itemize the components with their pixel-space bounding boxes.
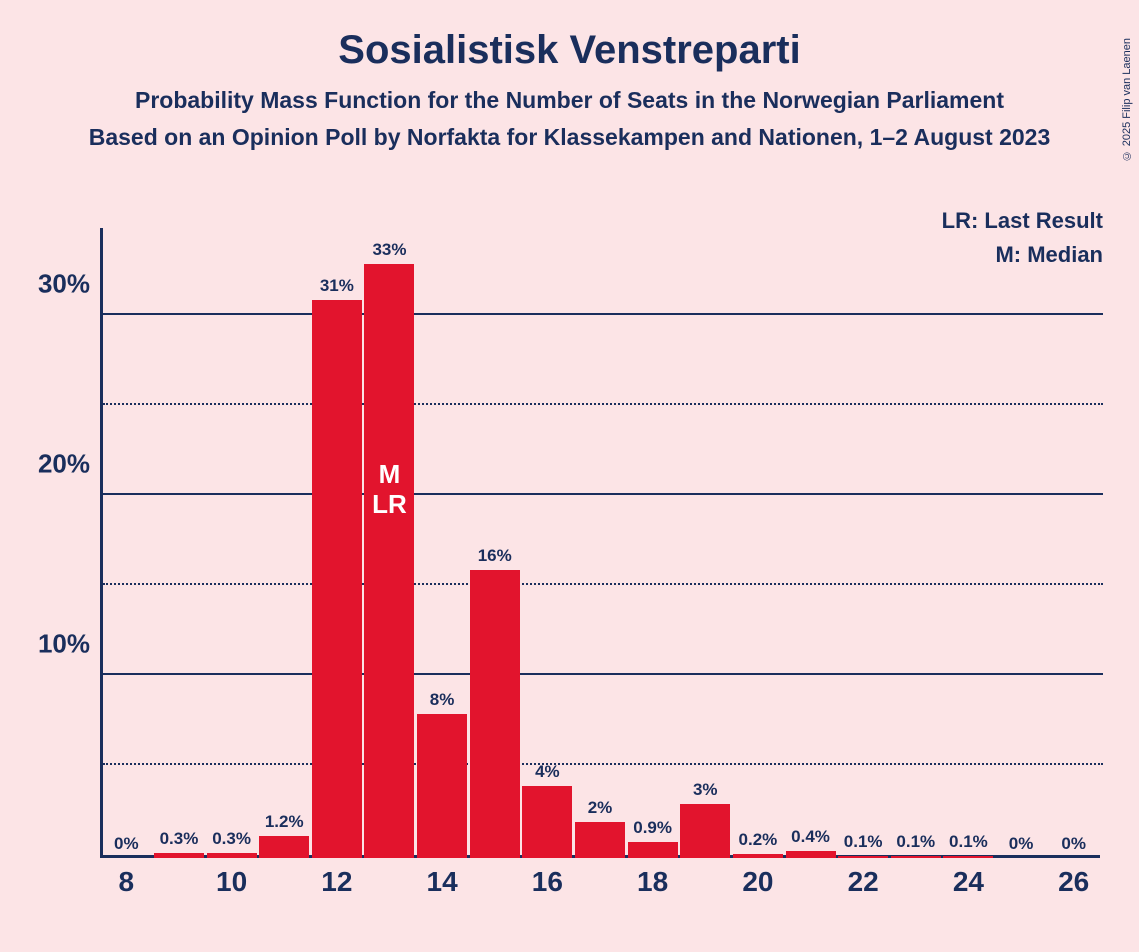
x-axis-label: 24 bbox=[953, 866, 984, 898]
copyright-text: © 2025 Filip van Laenen bbox=[1121, 38, 1133, 161]
bar-value-label: 0.1% bbox=[838, 832, 888, 856]
bar: 0.4% bbox=[786, 851, 836, 858]
bar-value-label: 0.4% bbox=[786, 827, 836, 851]
bar-value-label: 2% bbox=[575, 798, 625, 822]
bar-value-label: 0% bbox=[1049, 834, 1099, 858]
bar: 0.3% bbox=[207, 853, 257, 858]
bar-value-label: 0.2% bbox=[733, 830, 783, 854]
bar-value-label: 8% bbox=[417, 690, 467, 714]
bar-value-label: 0.1% bbox=[943, 832, 993, 856]
x-axis-label: 22 bbox=[848, 866, 879, 898]
x-axis-label: 10 bbox=[216, 866, 247, 898]
bar: 0.1% bbox=[838, 856, 888, 858]
bar: 31% bbox=[312, 300, 362, 858]
bar-value-label: 0.3% bbox=[207, 829, 257, 853]
bar: 2% bbox=[575, 822, 625, 858]
bar-value-label: 0% bbox=[996, 834, 1046, 858]
bar-value-label: 0.1% bbox=[891, 832, 941, 856]
bar-value-label: 16% bbox=[470, 546, 520, 570]
bar-value-label: 1.2% bbox=[259, 812, 309, 836]
chart-subtitle-1: Probability Mass Function for the Number… bbox=[0, 87, 1139, 114]
bar-median-lr-label: MLR bbox=[364, 460, 414, 520]
bar: 3% bbox=[680, 804, 730, 858]
y-axis-label: 20% bbox=[10, 449, 90, 480]
bar: 0.1% bbox=[891, 856, 941, 858]
x-axis-label: 16 bbox=[532, 866, 563, 898]
bar-value-label: 0.9% bbox=[628, 818, 678, 842]
bar-value-label: 4% bbox=[522, 762, 572, 786]
bar: 33%MLR bbox=[364, 264, 414, 858]
bar: 0.2% bbox=[733, 854, 783, 858]
bars-container: 0%0.3%0.3%1.2%31%33%MLR8%16%4%2%0.9%3%0.… bbox=[100, 228, 1100, 858]
bar: 4% bbox=[522, 786, 572, 858]
x-axis-label: 20 bbox=[742, 866, 773, 898]
x-axis-label: 12 bbox=[321, 866, 352, 898]
bar: 1.2% bbox=[259, 836, 309, 858]
bar-value-label: 3% bbox=[680, 780, 730, 804]
bar: 0.3% bbox=[154, 853, 204, 858]
chart-plot-area: 10%20%30% 0%0.3%0.3%1.2%31%33%MLR8%16%4%… bbox=[100, 228, 1100, 858]
x-axis-label: 8 bbox=[119, 866, 135, 898]
bar: 16% bbox=[470, 570, 520, 858]
bar: 0.1% bbox=[943, 856, 993, 858]
bar-value-label: 31% bbox=[312, 276, 362, 300]
bar-value-label: 0% bbox=[101, 834, 151, 858]
x-axis-label: 26 bbox=[1058, 866, 1089, 898]
bar: 8% bbox=[417, 714, 467, 858]
y-axis-label: 10% bbox=[10, 629, 90, 660]
bar-value-label: 33% bbox=[364, 240, 414, 264]
x-axis-label: 14 bbox=[427, 866, 458, 898]
bar-value-label: 0.3% bbox=[154, 829, 204, 853]
chart-subtitle-2: Based on an Opinion Poll by Norfakta for… bbox=[0, 124, 1139, 151]
x-axis-label: 18 bbox=[637, 866, 668, 898]
chart-title: Sosialistisk Venstreparti bbox=[0, 28, 1139, 73]
y-axis-label: 30% bbox=[10, 269, 90, 300]
bar: 0.9% bbox=[628, 842, 678, 858]
